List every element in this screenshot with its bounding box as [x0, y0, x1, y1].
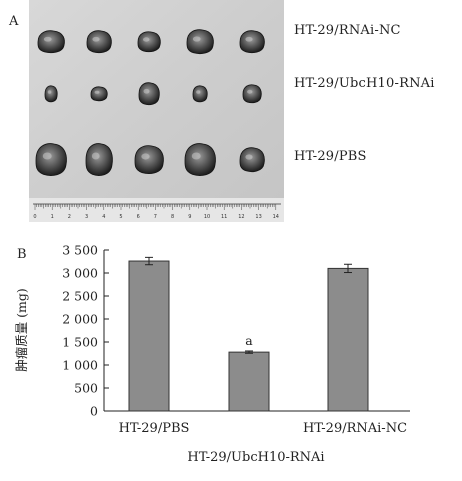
ruler-number: 6 [137, 214, 140, 220]
ruler-number: 0 [33, 214, 36, 220]
tumor-specimen [44, 85, 58, 103]
y-tick-label: 3 000 [62, 266, 98, 281]
ruler-number: 3 [85, 214, 88, 220]
ruler-number: 10 [204, 214, 210, 220]
tumor-specimen [138, 82, 160, 106]
tumor-specimen [242, 84, 262, 104]
tumor-specimen [137, 31, 161, 53]
y-tick-label: 1 500 [62, 335, 98, 350]
y-axis-label: 肿瘤质量 (mg) [14, 288, 29, 372]
ruler-number: 4 [102, 214, 105, 220]
tumor-specimen [184, 143, 216, 176]
tumor-highlight [192, 36, 201, 42]
ruler-number: 11 [221, 214, 227, 220]
tumor-highlight [43, 36, 52, 42]
tumor-highlight [245, 36, 253, 42]
tumor-specimen [37, 30, 65, 54]
panel-a-letter: A [9, 14, 19, 29]
bar [327, 267, 369, 412]
tumor-highlight [143, 88, 150, 94]
category-label-ubch10-rnai: HT-29/UbcH10-RNAi [187, 450, 324, 465]
ruler-number: 7 [154, 214, 157, 220]
row-label-rnai-nc: HT-29/RNAi-NC [294, 23, 401, 38]
tumor-specimen [85, 143, 113, 176]
tumor-specimen [90, 86, 108, 102]
significance-label: a [245, 333, 253, 348]
ruler-number: 14 [273, 214, 279, 220]
bar [228, 351, 270, 412]
y-tick-label: 3 500 [62, 243, 98, 258]
ruler-number: 13 [255, 214, 261, 220]
ruler-number: 1 [51, 214, 54, 220]
y-tick-label: 2 000 [62, 312, 98, 327]
y-tick-label: 1 000 [62, 358, 98, 373]
tumor-specimen [186, 29, 214, 55]
tumor-highlight [47, 90, 52, 94]
ruler-number: 9 [188, 214, 191, 220]
tumor-specimen [86, 30, 112, 54]
y-tick-label: 0 [90, 404, 98, 419]
tumor-highlight [91, 152, 100, 160]
y-tick-label: 2 500 [62, 289, 98, 304]
tumor-specimen [35, 143, 67, 176]
tumor-specimen [239, 147, 265, 173]
tumor-highlight [94, 90, 100, 94]
ruler-number: 2 [68, 214, 71, 220]
tumor-highlight [141, 153, 150, 160]
tumor-highlight [247, 89, 253, 94]
tumor-highlight [245, 154, 253, 160]
tumor-specimen [192, 85, 208, 103]
tumor-specimen [134, 145, 164, 174]
tumor-highlight [42, 152, 52, 160]
ruler-number: 12 [238, 214, 244, 220]
ruler-number: 8 [171, 214, 174, 220]
tumor-highlight [196, 90, 201, 94]
bar [128, 260, 170, 412]
tumor-specimen [239, 30, 265, 54]
tumor-highlight [92, 36, 100, 42]
row-label-ubch10-rnai: HT-29/UbcH10-RNAi [294, 76, 435, 91]
row-label-pbs: HT-29/PBS [294, 149, 367, 164]
tumor-highlight [142, 37, 150, 42]
y-tick-label: 500 [74, 381, 98, 396]
tumor-highlight [191, 152, 201, 160]
panel-b-letter: B [17, 247, 27, 262]
tumor-photo: 0 1 2 3 4 5 6 7 8 9 10 11 12 13 14 [29, 0, 284, 222]
category-label-pbs: HT-29/PBS [119, 421, 190, 436]
ruler-number: 5 [119, 214, 122, 220]
category-label-rnai-nc: HT-29/RNAi-NC [303, 421, 407, 436]
